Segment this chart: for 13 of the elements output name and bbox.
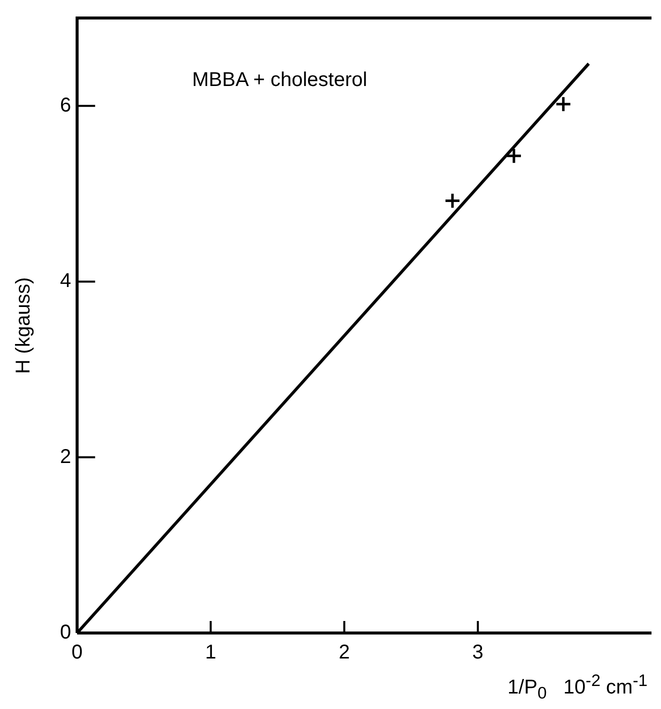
x-tick-label: 1 bbox=[205, 642, 216, 664]
y-tick-label: 0 bbox=[60, 622, 72, 644]
y-tick-label: 4 bbox=[60, 270, 72, 292]
x-tick-label: 2 bbox=[338, 642, 350, 664]
y-axis-title: H (kgauss) bbox=[12, 277, 35, 374]
point bbox=[444, 192, 461, 209]
x-tick-label: 3 bbox=[472, 642, 484, 664]
point bbox=[506, 148, 522, 164]
y-tick-label: 2 bbox=[60, 446, 72, 468]
point bbox=[555, 96, 572, 112]
x-axis-title: 1/P$_{0}$ 10$^{-2}$ cm$^{-1}$ bbox=[507, 671, 648, 704]
annotation: MBBA + cholesterol bbox=[192, 68, 368, 92]
y-tick-label: 6 bbox=[60, 94, 72, 116]
